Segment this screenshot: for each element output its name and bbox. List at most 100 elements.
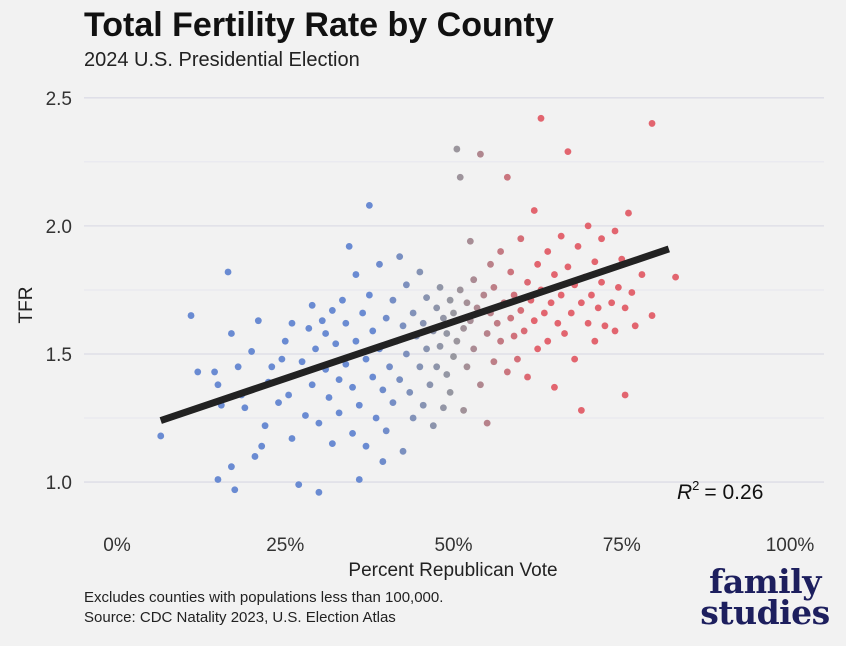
r2-symbol: R	[677, 481, 692, 504]
data-point	[628, 289, 636, 296]
data-point	[557, 291, 565, 299]
data-point	[443, 371, 451, 378]
y-tick-label: 2.5	[46, 89, 72, 110]
data-point	[611, 327, 619, 335]
data-point	[419, 401, 427, 409]
data-point	[530, 317, 538, 325]
data-point	[322, 330, 330, 337]
data-point	[470, 276, 478, 284]
data-point	[507, 268, 515, 276]
data-point	[456, 173, 464, 181]
data-point	[490, 283, 498, 291]
data-point	[399, 322, 407, 330]
data-point	[450, 309, 457, 317]
data-point	[332, 340, 340, 348]
data-point	[517, 307, 525, 314]
data-point	[544, 248, 552, 255]
data-point	[534, 260, 542, 268]
data-point	[483, 419, 491, 427]
r2-exponent: 2	[692, 478, 699, 493]
data-point	[234, 363, 242, 371]
y-axis-label: TFR	[16, 287, 37, 324]
data-point	[577, 406, 585, 414]
data-point	[305, 324, 313, 332]
data-point	[443, 330, 451, 337]
data-point	[389, 399, 397, 407]
y-tick-label: 2.0	[46, 217, 72, 238]
data-point	[456, 286, 464, 294]
data-point	[490, 358, 498, 366]
data-point	[564, 148, 572, 156]
data-point	[423, 345, 430, 353]
x-tick-label: 25%	[266, 535, 304, 556]
data-point	[514, 355, 521, 363]
data-point	[537, 114, 545, 122]
r-squared-annotation: R2 = 0.26	[677, 478, 763, 504]
data-point	[254, 317, 262, 325]
data-point	[477, 150, 484, 158]
data-point	[638, 271, 646, 278]
data-point	[433, 304, 441, 312]
data-point	[362, 442, 370, 450]
x-tick-label: 50%	[434, 535, 472, 556]
data-point	[487, 260, 494, 268]
x-axis-label: Percent Republican Vote	[348, 560, 557, 581]
data-point	[450, 353, 457, 360]
data-point	[416, 363, 424, 371]
data-point	[463, 299, 471, 307]
data-point	[507, 314, 515, 322]
data-point	[214, 476, 222, 483]
data-point	[453, 337, 461, 345]
data-point	[540, 309, 548, 317]
gridlines	[84, 97, 824, 483]
data-point	[402, 350, 410, 358]
logo-line-studies: studies	[700, 593, 830, 632]
data-point	[614, 283, 622, 291]
data-point	[672, 273, 679, 281]
data-points	[157, 114, 679, 496]
data-point	[359, 309, 367, 317]
data-point	[631, 322, 639, 330]
data-point	[601, 322, 609, 330]
data-point	[325, 394, 333, 401]
data-point	[446, 389, 454, 396]
data-point	[386, 363, 393, 371]
data-point	[258, 442, 266, 450]
data-point	[440, 314, 447, 322]
data-point	[621, 304, 629, 312]
data-point	[577, 299, 585, 307]
data-point	[544, 337, 552, 345]
data-point	[355, 401, 363, 409]
data-point	[436, 283, 444, 291]
data-point	[621, 391, 629, 399]
data-point	[352, 337, 360, 345]
logo-line-family: family	[709, 562, 821, 601]
x-tick-label: 0%	[103, 535, 131, 556]
data-point	[365, 202, 373, 209]
data-point	[211, 368, 218, 376]
data-point	[524, 373, 531, 381]
data-point	[298, 358, 306, 366]
data-point	[571, 355, 579, 363]
data-point	[342, 360, 350, 368]
data-point	[261, 422, 269, 430]
data-point	[608, 299, 616, 307]
data-point	[598, 235, 605, 243]
data-point	[288, 319, 296, 327]
chart-title: Total Fertility Rate by County	[84, 6, 554, 44]
data-point	[460, 324, 467, 332]
data-point	[342, 319, 350, 327]
data-point	[228, 463, 235, 471]
data-point	[470, 345, 478, 353]
data-point	[214, 381, 222, 389]
data-point	[416, 268, 424, 276]
data-point	[480, 291, 488, 299]
x-tick-labels: 0% 25% 50% 75% 100%	[103, 535, 814, 556]
r2-value: = 0.26	[704, 481, 763, 504]
data-point	[453, 145, 461, 153]
data-point	[554, 319, 562, 327]
data-point	[477, 381, 484, 389]
data-point	[591, 258, 599, 266]
data-point	[335, 376, 343, 383]
x-tick-label: 75%	[603, 535, 641, 556]
